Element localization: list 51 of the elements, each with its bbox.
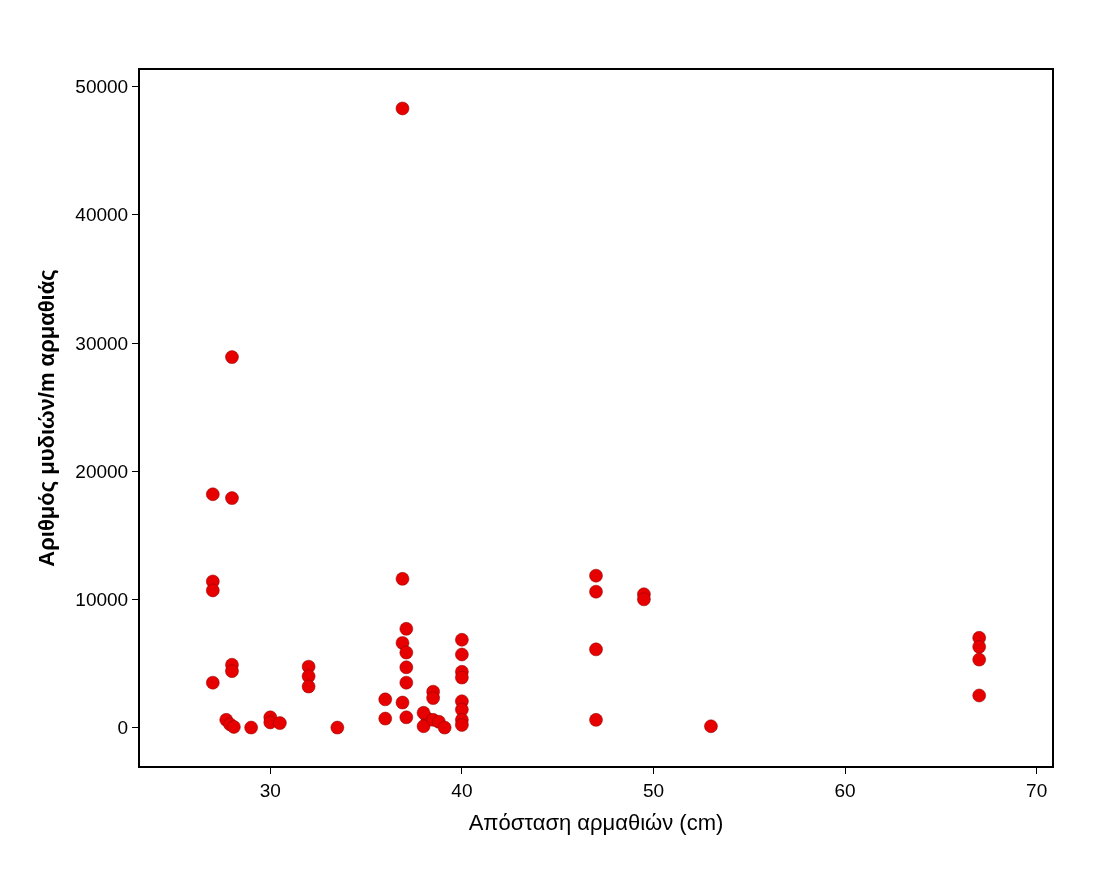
x-tick-label: 60 [834,779,856,801]
point [437,720,452,735]
point [399,710,414,725]
y-tick-label: 0 [117,717,129,739]
point [589,642,603,657]
point [225,491,239,505]
point [273,716,287,730]
point [455,647,469,662]
y-tick-label: 10000 [75,589,129,611]
point [589,713,603,727]
point [206,583,220,598]
y-tick-label: 50000 [75,76,129,98]
point [455,718,469,732]
point [972,688,986,703]
point [704,719,718,734]
y-tick-label: 40000 [75,204,129,226]
point [455,670,469,685]
point [378,711,392,726]
point [395,101,410,116]
point [416,719,431,734]
point [455,633,469,647]
y-axis-title: Αριθμός μυδιών/m αρμαθιάς [33,269,59,567]
point [330,720,345,735]
point [399,622,414,636]
x-tick-label: 50 [642,779,665,801]
point [972,652,986,667]
point [395,572,410,586]
point [206,675,220,690]
point [244,720,258,735]
point [399,675,414,690]
y-tick-label: 30000 [75,332,129,354]
point [225,664,239,678]
point [206,487,220,502]
point [227,720,241,734]
point [301,679,316,694]
x-tick-label: 30 [259,779,281,801]
point [399,645,414,660]
x-tick-label: 40 [451,779,473,801]
point [378,692,392,707]
point [426,691,440,705]
point [416,706,431,720]
x-axis-title: Απόσταση αρμαθιών (cm) [468,810,724,836]
point [589,584,603,599]
point [395,695,410,710]
point [972,640,986,654]
y-tick-label: 20000 [75,460,129,482]
point [637,592,651,607]
point [225,350,239,364]
point [589,568,603,583]
x-tick-label: 70 [1026,779,1048,801]
point [399,660,414,675]
